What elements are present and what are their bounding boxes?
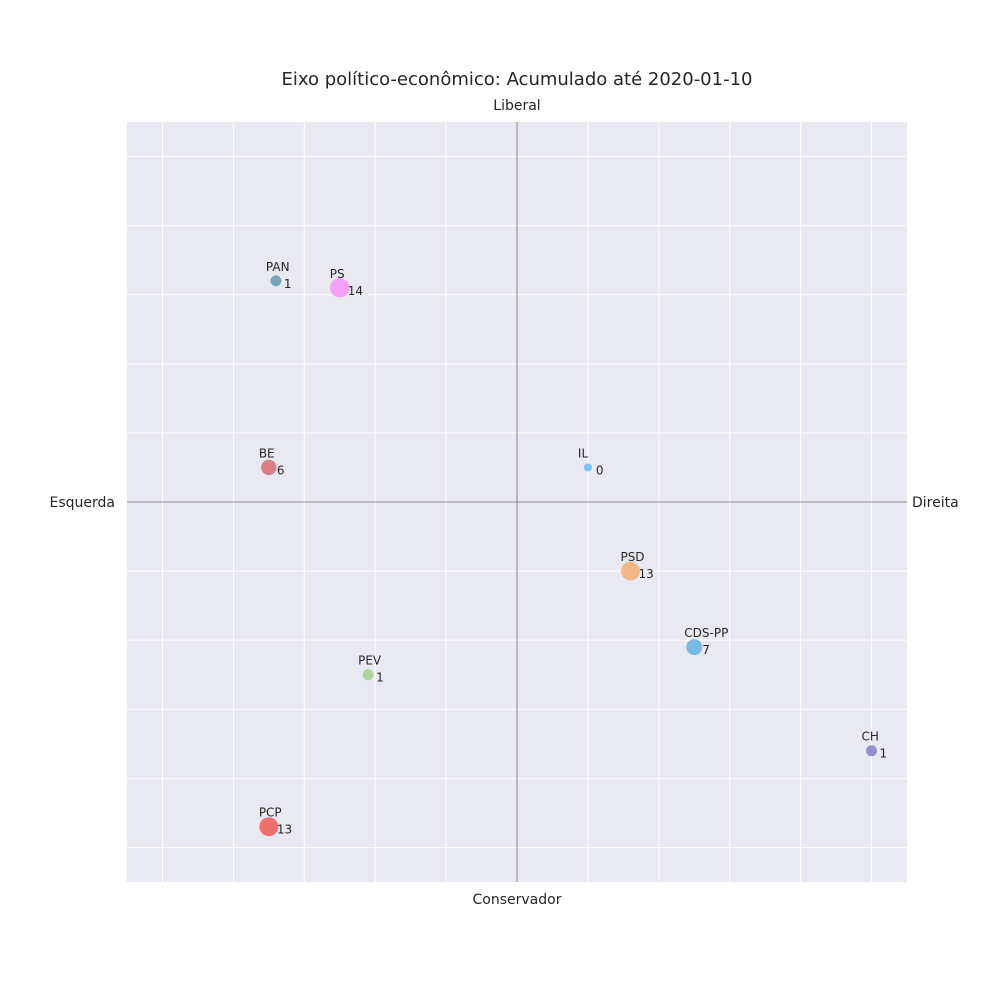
point-marker [259,817,279,837]
point-seats-label: 7 [702,643,710,657]
point-marker [866,745,878,757]
point-label: CDS-PP [684,626,728,640]
point-label: IL [578,446,589,460]
point-marker [330,278,350,298]
point-label: PCP [259,806,282,820]
point-group: CH1 [862,730,888,761]
point-marker [583,463,592,472]
axis-label-right: Direita [912,495,959,511]
point-label: BE [259,446,275,460]
axis-label-left: Esquerda [50,495,116,511]
point-label: PEV [358,654,382,668]
point-marker [270,275,282,287]
point-label: CH [862,730,879,744]
point-group: BE6 [259,446,285,477]
axis-label-top: Liberal [493,98,540,114]
point-marker [261,459,277,476]
point-group: PEV 1 [358,654,384,685]
point-seats-label: 14 [348,284,363,298]
axes [127,122,907,882]
point-label: PS [330,267,345,281]
point-marker [621,561,640,581]
point-seats-label: 13 [638,567,653,581]
point-seats-label: 6 [277,463,285,477]
point-label: PAN [266,260,290,274]
point-label: PSD [620,550,644,564]
point-marker [362,669,374,681]
chart-title: Eixo político-econômico: Acumulado até 2… [281,69,752,90]
point-seats-label: 1 [880,747,888,761]
point-marker [686,639,703,656]
point-group: CDS-PP 7 [684,626,728,657]
point-seats-label: 0 [596,463,604,477]
point-group: PSD 13 [620,550,653,581]
point-group: PCP 13 [259,806,292,837]
point-group: IL 0 [578,446,604,477]
point-seats-label: 1 [376,671,384,685]
point-group: PAN 1 [266,260,292,291]
axis-label-bottom: Conservador [473,892,562,908]
point-seats-label: 13 [277,823,292,837]
point-seats-label: 1 [284,277,292,291]
